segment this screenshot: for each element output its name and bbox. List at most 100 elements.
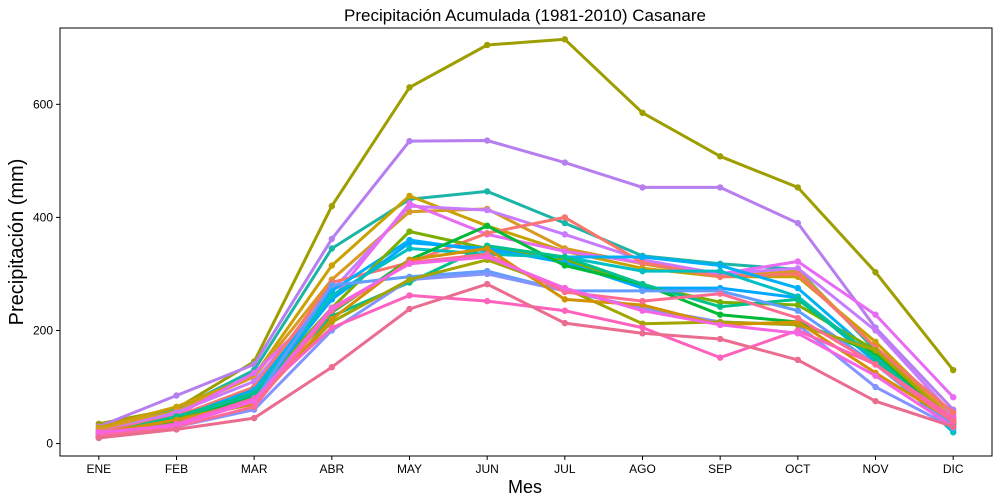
data-point (716, 321, 724, 329)
data-point (794, 265, 802, 272)
data-point (483, 222, 491, 230)
data-point (872, 327, 879, 334)
data-point (328, 304, 336, 312)
series-22 (95, 280, 957, 442)
y-tick-label: 200 (33, 323, 53, 337)
data-point (716, 299, 724, 306)
data-point (483, 297, 491, 305)
data-point (872, 269, 879, 276)
data-point (250, 403, 258, 411)
data-point (561, 214, 569, 221)
data-point (328, 262, 336, 269)
series-layer (95, 36, 957, 442)
data-point (328, 282, 336, 289)
data-point (639, 259, 646, 266)
data-point (561, 253, 569, 261)
data-point (716, 267, 724, 275)
series-line (97, 139, 955, 429)
data-point (716, 184, 724, 191)
data-point (716, 311, 724, 318)
series-line (97, 204, 955, 434)
data-point (639, 184, 646, 191)
series-line (97, 201, 955, 435)
x-tick-label: MAR (241, 462, 268, 476)
data-point (483, 206, 491, 214)
data-point (250, 369, 258, 377)
data-point (406, 245, 413, 252)
data-point (872, 338, 879, 345)
data-point (406, 228, 413, 235)
data-point (328, 292, 336, 299)
y-axis-label: Precipitación (mm) (6, 159, 28, 326)
data-point (794, 307, 802, 314)
y-tick-label: 400 (33, 210, 53, 224)
series-line (97, 244, 955, 437)
data-point (794, 356, 802, 364)
data-point (872, 361, 879, 368)
data-point (794, 219, 802, 227)
data-point (561, 248, 569, 255)
data-point (483, 230, 491, 237)
data-point (328, 324, 336, 331)
data-point (406, 208, 413, 215)
series-line (97, 255, 955, 434)
data-point (872, 347, 879, 354)
data-point (328, 245, 336, 252)
data-point (872, 355, 879, 362)
series-line (97, 215, 955, 434)
data-point (794, 284, 802, 292)
data-point (483, 253, 491, 261)
data-point (328, 364, 336, 371)
data-point (95, 434, 103, 442)
data-point (483, 137, 491, 144)
x-tick-label: JUN (475, 462, 498, 476)
data-point (406, 305, 413, 313)
data-point (639, 267, 646, 275)
data-point (561, 219, 569, 227)
data-point (406, 192, 413, 200)
data-point (794, 296, 802, 303)
x-tick-label: MAY (397, 462, 422, 476)
data-point (639, 297, 646, 305)
x-tick-label: JUL (554, 462, 576, 476)
data-point (949, 393, 957, 401)
y-axis: 0 200 400 600 (33, 97, 60, 451)
data-point (794, 270, 802, 278)
x-tick-label: AGO (629, 462, 656, 476)
data-point (872, 372, 879, 379)
data-point (406, 200, 413, 207)
data-point (406, 292, 413, 299)
series-1 (95, 36, 957, 427)
data-point (872, 311, 879, 318)
data-point (872, 397, 879, 405)
data-point (716, 273, 724, 280)
data-point (872, 383, 879, 391)
data-point (406, 239, 413, 247)
data-point (95, 429, 103, 436)
data-point (716, 290, 724, 297)
data-point (949, 423, 957, 430)
data-point (173, 392, 180, 399)
x-axis-label: Mes (508, 477, 542, 497)
data-point (639, 307, 646, 314)
data-point (406, 260, 413, 267)
data-point (483, 188, 491, 195)
data-point (483, 270, 491, 278)
series-line (97, 293, 955, 437)
data-point (716, 262, 724, 269)
data-point (483, 245, 491, 252)
data-point (561, 231, 569, 238)
data-point (794, 330, 802, 337)
x-tick-label: NOV (862, 462, 888, 476)
x-axis: ENE FEB MAR ABR MAY JUN JUL AGO SEP OCT NOV DIC (86, 456, 964, 476)
x-tick-label: ABR (319, 462, 344, 476)
data-point (639, 330, 646, 337)
data-point (716, 153, 724, 160)
data-point (561, 296, 569, 303)
series-line (97, 37, 955, 426)
data-point (639, 287, 646, 295)
x-tick-label: ENE (86, 462, 111, 476)
data-point (173, 426, 180, 433)
data-point (328, 315, 336, 323)
data-point (639, 324, 646, 331)
